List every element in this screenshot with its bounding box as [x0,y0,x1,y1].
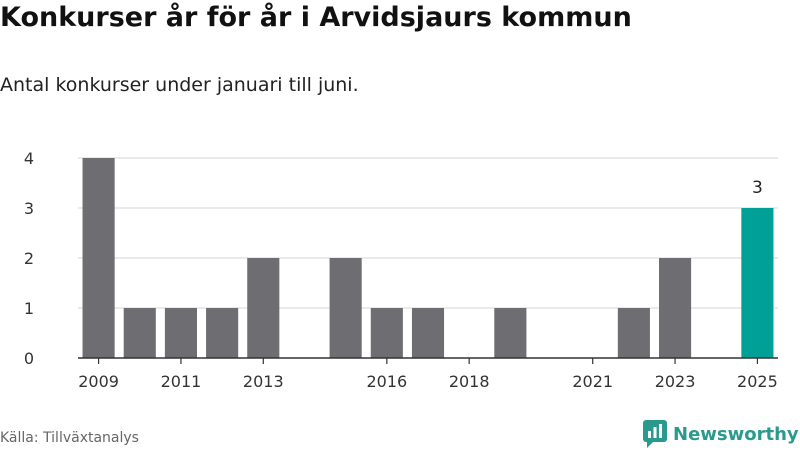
x-tick-label: 2013 [243,372,284,391]
y-tick-label: 4 [24,149,34,168]
x-tick-label: 2023 [655,372,696,391]
bar-2025 [741,208,774,358]
bar-2023 [659,258,692,358]
bar-2017 [411,308,445,358]
bar-2009 [82,158,115,358]
x-tick-label: 2016 [366,372,407,391]
y-tick-label: 3 [24,199,34,218]
x-tick-label: 2025 [737,372,778,391]
y-tick-label: 1 [24,299,34,318]
x-tick-label: 2011 [161,372,202,391]
data-labels: 3 [752,178,763,198]
y-tick-label: 0 [24,349,34,368]
brand-name: Newsworthy [673,423,799,445]
bar-2012 [206,308,239,358]
bar-2013 [247,258,280,358]
bar-2016 [370,308,403,358]
bar-2010 [123,308,156,358]
chart-title: Konkurser år för år i Arvidsjaurs kommun [0,2,632,33]
y-tick-label: 2 [24,249,34,268]
source-note: Källa: Tillväxtanalys [0,430,139,446]
x-tick-label: 2021 [572,372,613,391]
data-label: 3 [752,178,763,198]
axes: 0 1 2 3 4 2009 2011 2013 2016 2018 2021 2023 2025 [24,149,778,391]
newsworthy-logo-icon [643,420,667,448]
bar-2019 [494,308,527,358]
bar-2011 [164,308,197,358]
x-tick-label: 2018 [449,372,490,391]
bar-2015 [329,258,362,358]
bars [82,158,774,358]
bar-2022 [617,308,650,358]
chart-subtitle: Antal konkurser under januari till juni. [0,74,359,96]
newsworthy-logo: Newsworthy [643,419,799,449]
x-tick-label: 2009 [78,372,119,391]
